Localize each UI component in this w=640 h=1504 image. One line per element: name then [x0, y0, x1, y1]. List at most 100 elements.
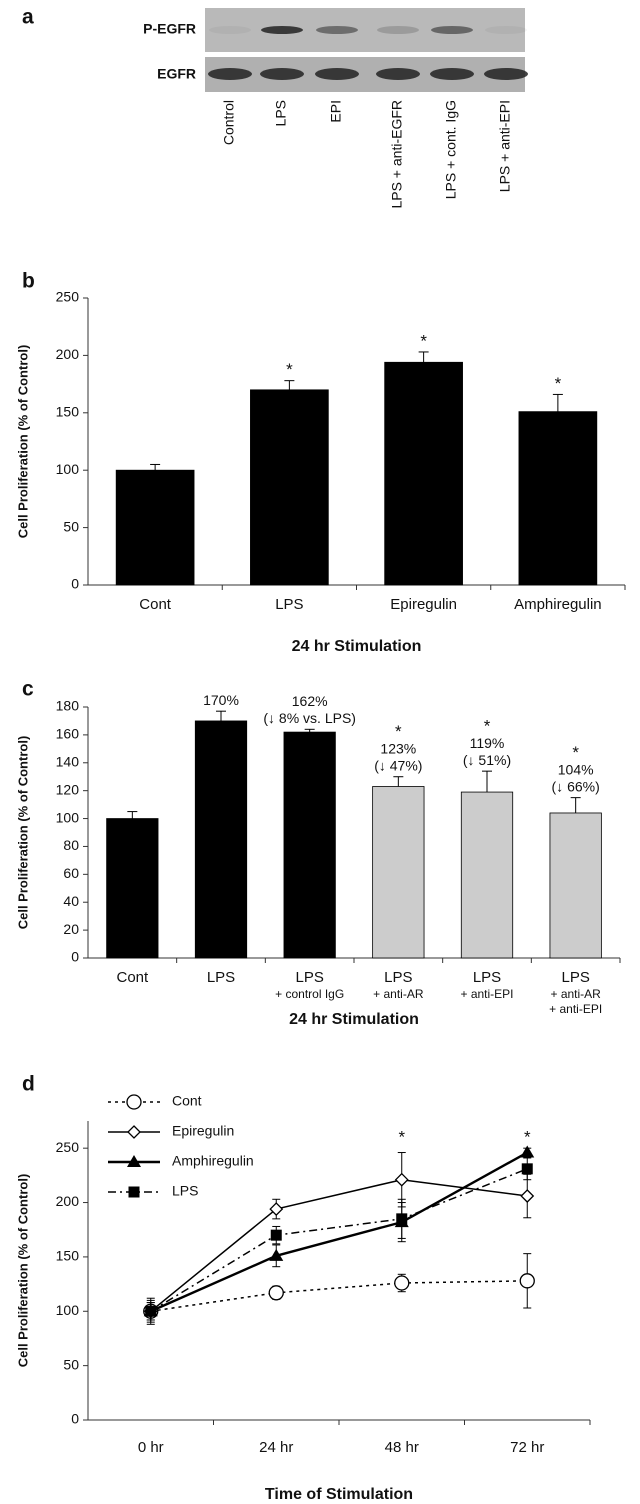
- annotation: (↓ 51%): [463, 752, 511, 768]
- significance-marker: *: [555, 374, 562, 393]
- lane-label: LPS + cont. IgG: [443, 100, 459, 199]
- legend-label: Cont: [172, 1093, 202, 1109]
- legend-marker: [127, 1095, 141, 1109]
- annotation: (↓ 66%): [552, 778, 600, 794]
- blot-band: [316, 26, 358, 34]
- y-tick-label: 0: [71, 1411, 79, 1427]
- point: [395, 1276, 409, 1290]
- y-tick-label: 200: [56, 1193, 80, 1209]
- lane-label: LPS: [273, 100, 289, 126]
- x-tick-label: + anti-AR: [373, 987, 424, 1001]
- significance-marker: *: [398, 1127, 405, 1146]
- y-tick-label: 20: [63, 921, 79, 937]
- y-tick-label: 120: [56, 781, 80, 797]
- y-axis-label: Cell Proliferation (% of Control): [15, 1174, 30, 1368]
- x-tick-label: 48 hr: [385, 1439, 419, 1456]
- annotation: (↓ 47%): [374, 757, 422, 773]
- bar: [385, 362, 463, 585]
- x-tick-label: LPS: [275, 596, 303, 613]
- x-axis-label: 24 hr Stimulation: [289, 1011, 419, 1028]
- blot-band: [260, 68, 304, 80]
- legend-label: LPS: [172, 1183, 198, 1199]
- bar: [195, 721, 246, 958]
- legend-label: Amphiregulin: [172, 1153, 254, 1169]
- blot-band: [376, 68, 420, 80]
- y-tick-label: 100: [56, 809, 80, 825]
- x-tick-label: LPS: [295, 969, 323, 986]
- blot-band: [431, 26, 473, 34]
- legend-label: Epiregulin: [172, 1123, 234, 1139]
- bar: [373, 786, 424, 958]
- significance-marker: *: [286, 360, 293, 379]
- lane-label: EPI: [328, 100, 344, 123]
- annotation: (↓ 8% vs. LPS): [263, 710, 356, 726]
- point: [522, 1163, 533, 1174]
- x-tick-label: 0 hr: [138, 1439, 164, 1456]
- x-tick-label: 24 hr: [259, 1439, 293, 1456]
- blot-row-label: EGFR: [157, 66, 196, 82]
- y-tick-label: 50: [63, 1356, 79, 1372]
- blot-band: [485, 26, 527, 34]
- x-tick-label: LPS: [384, 969, 412, 986]
- lane-label: LPS + anti-EGFR: [389, 100, 405, 209]
- x-tick-label: LPS: [207, 969, 235, 986]
- lane-label: LPS + anti-EPI: [497, 100, 513, 192]
- legend-marker: [128, 1126, 140, 1138]
- y-tick-label: 0: [71, 576, 79, 592]
- point: [271, 1230, 282, 1241]
- y-tick-label: 250: [56, 289, 80, 305]
- legend-marker: [129, 1187, 140, 1198]
- point: [521, 1190, 533, 1202]
- x-tick-label: + anti-AR: [550, 987, 601, 1001]
- blot-band: [430, 68, 474, 80]
- point: [396, 1213, 407, 1224]
- bar: [461, 792, 512, 958]
- point: [520, 1274, 534, 1288]
- series-line: [151, 1180, 528, 1312]
- y-tick-label: 100: [56, 1302, 80, 1318]
- x-tick-label: + anti-EPI: [460, 987, 513, 1001]
- blot-band: [484, 68, 528, 80]
- panel-letter: a: [22, 6, 34, 29]
- y-tick-label: 0: [71, 949, 79, 965]
- y-axis-label: Cell Proliferation (% of Control): [15, 736, 30, 930]
- panel-letter: b: [22, 270, 35, 293]
- y-tick-label: 60: [63, 865, 79, 881]
- bar: [519, 412, 597, 585]
- y-tick-label: 250: [56, 1139, 80, 1155]
- lane-label: Control: [221, 100, 237, 145]
- blot-band: [209, 26, 251, 34]
- significance-marker: *: [395, 722, 402, 741]
- bar: [250, 390, 328, 585]
- blot-band: [377, 26, 419, 34]
- significance-marker: *: [484, 717, 491, 736]
- y-tick-label: 150: [56, 404, 80, 420]
- bar: [107, 819, 158, 958]
- y-axis-label: Cell Proliferation (% of Control): [15, 345, 30, 539]
- x-tick-label: LPS: [561, 969, 589, 986]
- y-tick-label: 50: [63, 518, 79, 534]
- x-tick-label: Cont: [139, 596, 172, 613]
- significance-marker: *: [524, 1127, 531, 1146]
- point: [396, 1174, 408, 1186]
- value-label: 123%: [380, 740, 416, 756]
- bar: [550, 813, 601, 958]
- y-tick-label: 80: [63, 837, 79, 853]
- y-tick-label: 200: [56, 346, 80, 362]
- y-tick-label: 100: [56, 461, 80, 477]
- blot-row-label: P-EGFR: [143, 21, 196, 37]
- value-label: 162%: [292, 693, 328, 709]
- point: [145, 1306, 156, 1317]
- x-tick-label: LPS: [473, 969, 501, 986]
- x-tick-label: + control IgG: [275, 987, 344, 1001]
- significance-marker: *: [572, 743, 579, 762]
- y-tick-label: 180: [56, 698, 80, 714]
- x-tick-label: Epiregulin: [390, 596, 457, 613]
- y-tick-label: 150: [56, 1248, 80, 1264]
- page: a P-EGFR EGFR Control LPS EPI LPS + anti-EG…: [0, 0, 640, 1504]
- blot-band: [315, 68, 359, 80]
- x-axis-label: Time of Stimulation: [265, 1486, 413, 1503]
- value-label: 170%: [203, 692, 239, 708]
- x-tick-label: 72 hr: [510, 1439, 544, 1456]
- panel-letter: d: [22, 1073, 35, 1096]
